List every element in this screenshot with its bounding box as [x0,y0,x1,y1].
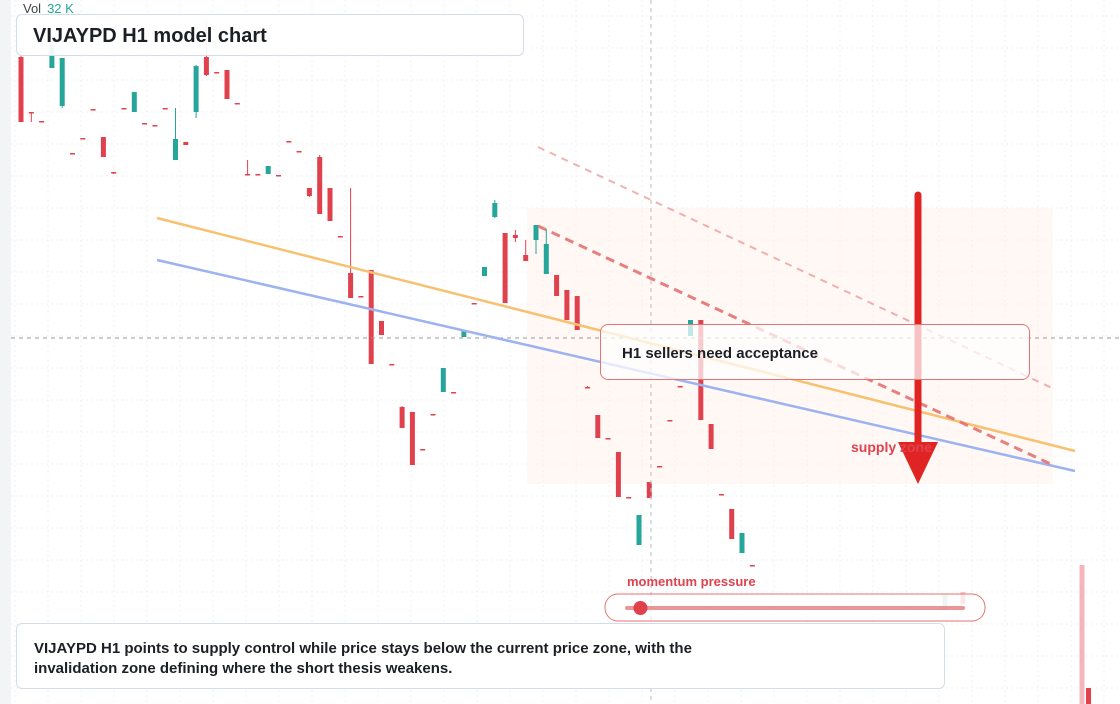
candle-body [152,125,158,127]
candle-body [502,233,508,303]
candle-body [564,290,570,320]
candle-body [142,123,148,125]
candle-body [585,387,590,389]
candle-body [368,270,374,364]
candle-body [121,108,127,110]
candle-body [399,407,405,428]
candle-body [523,255,529,261]
summary-text: VIJAYPD H1 points to supply control whil… [34,640,692,677]
candle-body [482,267,487,276]
candle-body [255,174,261,176]
candle-body [173,139,178,160]
candle-body [49,45,55,68]
candle-body [430,414,436,416]
candle-body [276,175,281,177]
candle-body [348,273,354,298]
candle-body [512,235,518,238]
candle-body [80,138,86,140]
resistance-line-inner [537,224,1056,468]
candle-body [306,188,312,196]
title-card: VIJAYPD H1 model chart [16,14,524,56]
volume-label: Vol [23,1,42,16]
candle-body [708,424,714,449]
bearish-arrow-head [898,442,938,484]
candle-body [214,72,220,74]
candle-body [1086,688,1091,704]
candle-body [358,296,364,298]
candle-body [317,157,323,214]
momentum-gauge-knob[interactable] [633,601,648,615]
volume-readout: Vol 32 K [23,1,74,16]
candle-body [626,497,632,499]
candle-body [595,415,601,438]
candle-body [327,188,333,221]
candle-body [440,368,446,392]
left-edge-strip [0,0,11,704]
volume-value: 32 K [47,1,74,16]
candle-body [90,109,96,111]
candle-body [224,70,230,99]
momentum-label: momentum pressure [627,574,756,589]
callout-text: H1 sellers need acceptance [622,345,818,362]
candle-body [677,386,683,388]
candle-body [718,494,724,496]
callout-card: H1 sellers need acceptance [600,324,1030,380]
candle-body [615,452,621,497]
candle-body [296,151,302,153]
candle-body [111,172,117,174]
candle-body [605,438,611,440]
candle-body [389,364,395,366]
candle-body [574,296,580,330]
candle-body [337,236,343,238]
candle-body [646,482,652,498]
candle-body [420,449,426,451]
candle-body [18,57,24,122]
candle-body [234,103,240,105]
candle-body [245,174,251,176]
candle-body [183,142,189,145]
candle-body [1079,565,1085,704]
candle-body [70,153,75,155]
candle-body [265,166,271,174]
candle-body [636,515,642,545]
candle-body [533,225,539,240]
candle-body [749,565,755,567]
candle-body [28,112,34,114]
supply-zone-label: supply zone [851,439,932,455]
candle-body [739,533,745,553]
candle-body [657,466,663,468]
candle-body [39,121,45,123]
candle-body [59,58,65,106]
candle-body [379,321,384,335]
candle-body [286,141,292,143]
candle-body [667,420,673,422]
candles-layer [18,20,1091,704]
chart-title: VIJAYPD H1 model chart [33,25,267,47]
summary-card: VIJAYPD H1 points to supply control whil… [16,623,945,689]
candle-body [461,330,467,337]
candle-body [554,275,560,296]
candle-body [131,92,137,112]
candle-body [193,66,199,112]
candle-body [409,412,415,465]
candle-body [162,108,168,110]
candle-body [203,57,209,75]
candle-body [543,244,549,274]
candle-body [492,203,498,217]
candle-body [451,392,457,394]
candle-body [100,137,106,157]
candle-body [471,303,477,305]
candle-body [729,509,735,539]
